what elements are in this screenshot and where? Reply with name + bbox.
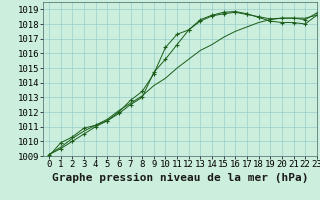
X-axis label: Graphe pression niveau de la mer (hPa): Graphe pression niveau de la mer (hPa)	[52, 173, 308, 183]
